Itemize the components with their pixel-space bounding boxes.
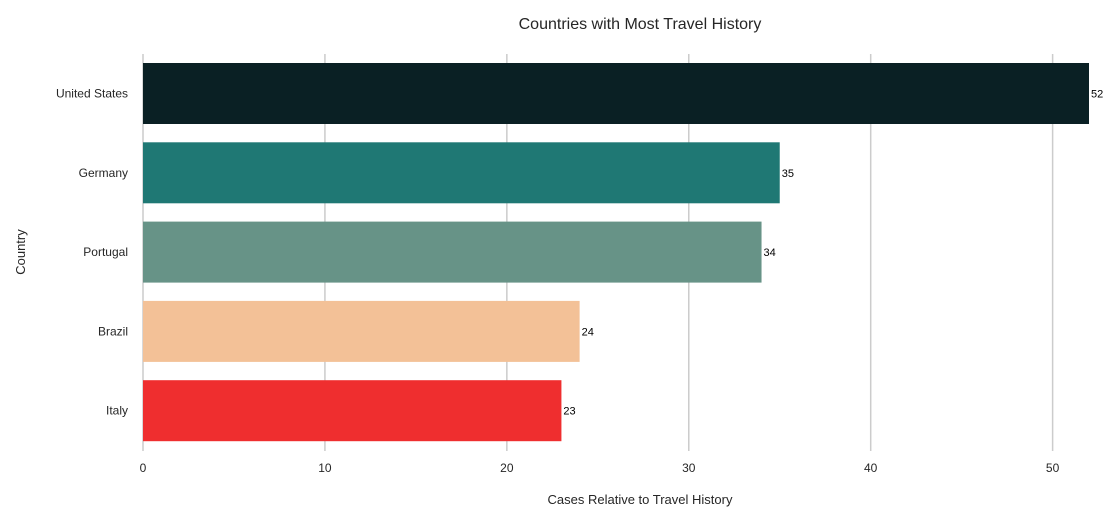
y-tick-labels: United States Germany Portugal Brazil Italy bbox=[56, 87, 128, 418]
y-axis-label: Country bbox=[13, 229, 28, 275]
bar-value-label: 34 bbox=[764, 247, 776, 259]
bar bbox=[143, 380, 562, 442]
bar bbox=[143, 63, 1089, 124]
x-axis-label: Cases Relative to Travel History bbox=[548, 492, 733, 507]
bar bbox=[143, 221, 762, 283]
bar-value-label: 24 bbox=[582, 326, 594, 338]
x-tick-label: 40 bbox=[864, 461, 878, 475]
bar-value-labels: 52 35 34 24 23 bbox=[563, 89, 1103, 418]
y-tick-label: Portugal bbox=[83, 245, 128, 259]
y-tick-label: Germany bbox=[79, 166, 128, 180]
bar-value-label: 23 bbox=[563, 406, 575, 418]
bars bbox=[143, 63, 1089, 442]
y-tick-label: Brazil bbox=[98, 324, 128, 338]
x-tick-labels: 0 10 20 30 40 50 bbox=[140, 461, 1060, 475]
bar bbox=[143, 142, 780, 204]
x-tick-label: 30 bbox=[682, 461, 696, 475]
bar bbox=[143, 300, 580, 362]
x-tick-label: 20 bbox=[500, 461, 514, 475]
bar-value-label: 52 bbox=[1091, 89, 1103, 101]
y-tick-label: United States bbox=[56, 87, 128, 101]
chart-title: Countries with Most Travel History bbox=[519, 16, 762, 33]
bar-value-label: 35 bbox=[782, 168, 794, 180]
y-tick-label: Italy bbox=[106, 404, 128, 418]
x-tick-label: 50 bbox=[1046, 461, 1060, 475]
x-tick-label: 0 bbox=[140, 461, 147, 475]
x-tick-label: 10 bbox=[318, 461, 332, 475]
